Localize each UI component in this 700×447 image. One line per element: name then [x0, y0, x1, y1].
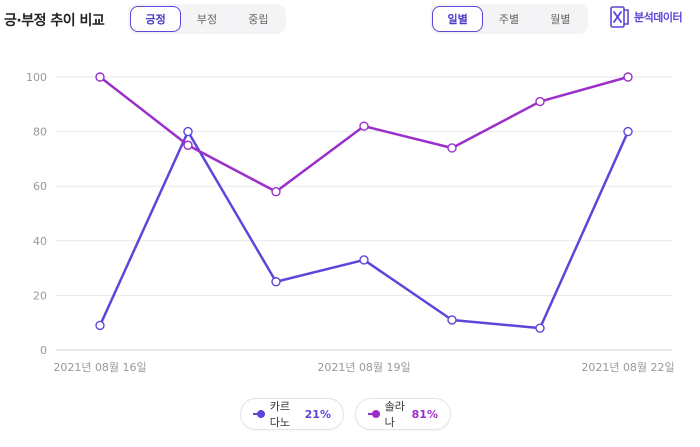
series-line-cardano — [98, 130, 630, 330]
legend-series-percent: 81% — [411, 407, 438, 421]
data-point-cardano — [535, 323, 545, 333]
data-point-cardano — [183, 126, 193, 137]
legend-series-percent: 21% — [304, 407, 331, 421]
y-tick-label: 80 — [33, 126, 47, 139]
y-tick-label: 100 — [26, 71, 47, 84]
data-point-solana — [271, 186, 281, 197]
legend-line-marker — [368, 409, 380, 419]
data-point-cardano — [623, 126, 633, 137]
analysis-data-download-button[interactable]: 분석데이터 — [610, 6, 683, 28]
page-title: 긍·부정 추이 비교 — [4, 13, 105, 29]
legend-line-marker — [253, 409, 265, 419]
data-point-solana — [447, 143, 457, 153]
excel-icon — [610, 6, 629, 28]
data-point-solana — [623, 72, 633, 82]
data-point-cardano — [447, 315, 457, 325]
tab-positive[interactable]: 긍정 — [130, 6, 182, 32]
legend-series-name: 카르다노 — [269, 400, 291, 429]
data-point-solana — [183, 140, 193, 150]
x-tick-label: 2021년 08월 19일 — [317, 360, 410, 374]
tab-daily[interactable]: 일별 — [432, 6, 484, 32]
tab-monthly[interactable]: 월별 — [550, 13, 571, 26]
data-point-cardano — [271, 277, 281, 287]
analysis-data-label: 분석데이터 — [634, 11, 683, 24]
data-point-solana — [359, 121, 369, 131]
legend-series-name: 솔라나 — [384, 400, 405, 429]
y-tick-label: 60 — [33, 180, 47, 193]
period-tab-group: 일별 주별 월별 — [430, 4, 588, 34]
data-point-cardano — [359, 255, 369, 265]
data-point-solana — [95, 72, 105, 82]
trend-line-chart: 0 20 40 60 80 100 2021년 08월 16일 2021년 08월 19일 20… — [26, 71, 675, 374]
data-point-solana — [535, 96, 545, 107]
x-tick-label: 2021년 08월 16일 — [53, 360, 146, 374]
legend-item-solana[interactable]: 솔라나 81% — [355, 398, 451, 430]
y-tick-label: 20 — [33, 289, 47, 302]
tab-neutral[interactable]: 중립 — [248, 13, 269, 26]
y-tick-label: 40 — [33, 235, 47, 248]
series-line-solana — [98, 75, 630, 193]
tab-negative[interactable]: 부정 — [196, 13, 218, 26]
tab-weekly[interactable]: 주별 — [498, 13, 520, 26]
y-tick-label: 0 — [40, 344, 47, 357]
data-point-cardano — [95, 320, 105, 331]
x-tick-label: 2021년 08월 22일 — [581, 360, 674, 374]
sentiment-tab-group: 긍정 부정 중립 — [128, 4, 286, 34]
legend-item-cardano[interactable]: 카르다노 21% — [240, 398, 344, 430]
